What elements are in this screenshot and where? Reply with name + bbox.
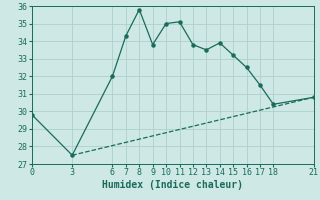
X-axis label: Humidex (Indice chaleur): Humidex (Indice chaleur) xyxy=(102,180,243,190)
